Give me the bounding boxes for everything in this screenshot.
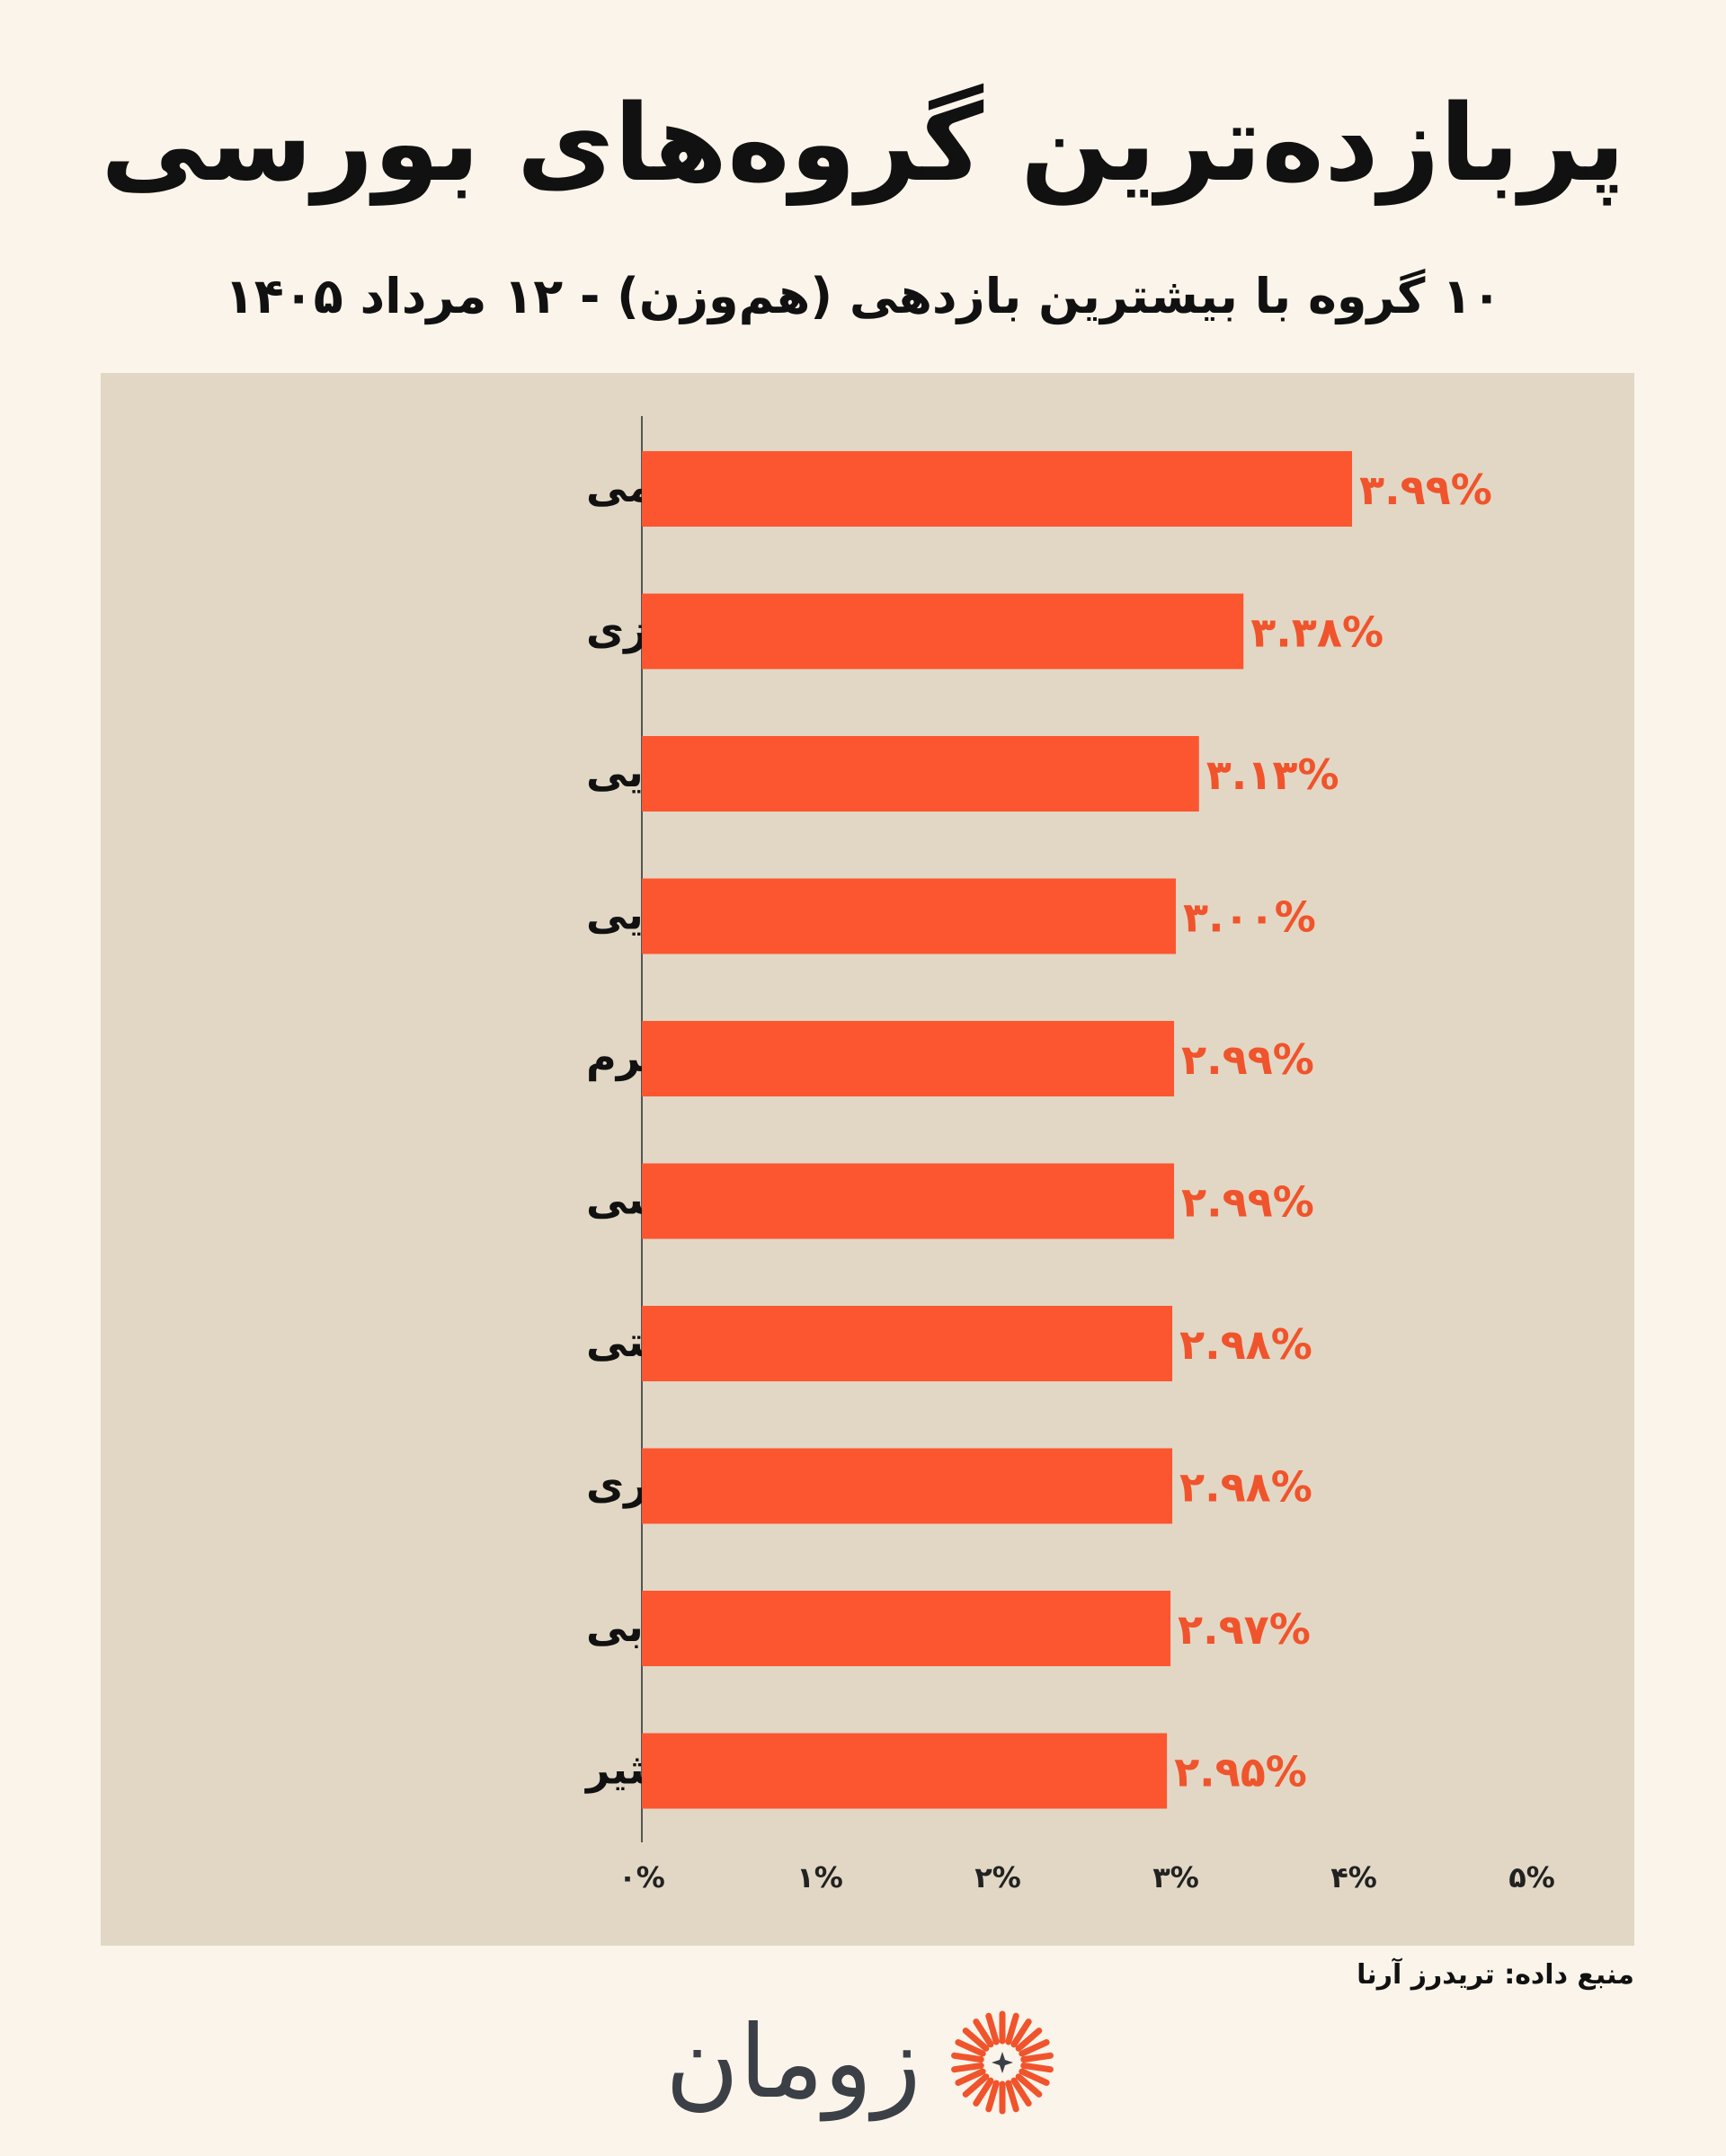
x-tick-label: ۲% (974, 1860, 1021, 1894)
bar (642, 451, 1353, 527)
logo-ray (1005, 2012, 1019, 2045)
logo-ray (951, 2052, 984, 2063)
chart-subtitle: ۱۰ گروه با بیشترین بازدهی (هم‌وزن) - ۱۲ … (224, 268, 1502, 324)
logo-ray (1010, 2018, 1032, 2048)
x-tick-label: ۱% (796, 1860, 843, 1894)
logo-ray (1019, 2039, 1050, 2057)
logo-ray (1005, 2080, 1019, 2113)
x-tick-label: ۰% (618, 1860, 665, 1894)
data-source-note: منبع داده: تریدرز آرنا (1357, 1959, 1634, 1991)
value-label: ۲.۹۹% (1181, 1178, 1314, 1227)
value-label: ۲.۹۵% (1174, 1748, 1307, 1797)
sunburst-logo-icon (951, 2010, 1054, 2115)
logo-ray (973, 2077, 994, 2107)
logo-ray (985, 2080, 1000, 2113)
bar (642, 1591, 1171, 1666)
x-tick-label: ۳% (1152, 1860, 1199, 1894)
logo-ray (1010, 2077, 1032, 2107)
logo-ray (955, 2068, 986, 2086)
bar (642, 1448, 1173, 1524)
value-label: ۳.۹۹% (1359, 466, 1492, 514)
brand-logo: زومان (0, 2004, 1726, 2121)
bar (642, 1733, 1168, 1809)
logo-ray (1015, 2027, 1043, 2052)
brand-name: زومان (665, 2004, 921, 2121)
logo-ray (951, 2062, 984, 2073)
logo-ray (1020, 2052, 1054, 2063)
value-label: ۲.۹۸% (1179, 1463, 1312, 1512)
logo-ray (962, 2027, 990, 2052)
bar (642, 1163, 1175, 1239)
value-label: ۲.۹۸% (1179, 1320, 1312, 1369)
logo-ray (955, 2039, 986, 2057)
value-label: ۳.۰۰% (1183, 893, 1316, 942)
x-tick-label: ۵% (1508, 1860, 1555, 1894)
bar-chart: صندوق‌های اهرمی۳.۹۹%ساخت محصولات فلزی۳.۳… (584, 416, 1555, 1894)
chart-panel: صندوق‌های اهرمی۳.۹۹%ساخت محصولات فلزی۳.۳… (101, 373, 1634, 1946)
chart-title: پربازده‌ترین گروه‌های بورسی (101, 81, 1626, 205)
bar (642, 593, 1244, 670)
logo-ray (1020, 2062, 1054, 2073)
value-label: ۲.۹۷% (1178, 1605, 1311, 1654)
bar (642, 878, 1176, 954)
bar (642, 1021, 1175, 1096)
bar (642, 1306, 1173, 1381)
value-label: ۳.۳۸% (1250, 608, 1383, 657)
value-label: ۳.۱۳% (1206, 750, 1339, 799)
logo-ray (962, 2073, 990, 2098)
x-tick-label: ۴% (1330, 1860, 1377, 1894)
logo-ray (973, 2018, 994, 2048)
logo-star (992, 2052, 1013, 2073)
bar (642, 736, 1199, 812)
value-label: ۲.۹۹% (1181, 1035, 1314, 1084)
logo-ray (1015, 2073, 1043, 2098)
logo-ray (1019, 2068, 1050, 2086)
logo-ray (985, 2012, 1000, 2045)
